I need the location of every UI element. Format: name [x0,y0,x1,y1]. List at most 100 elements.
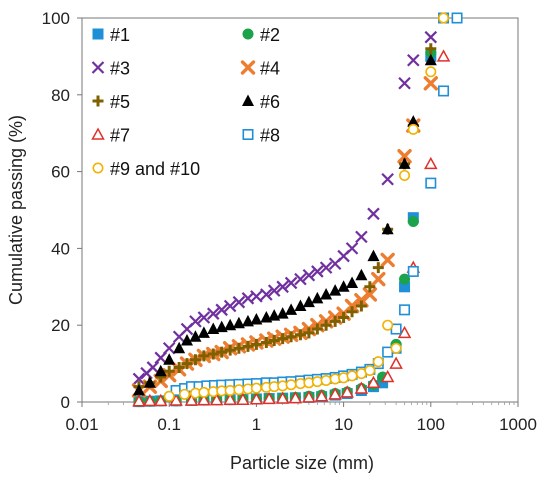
data-point [285,331,297,343]
data-point [275,391,290,404]
data-point [180,334,193,346]
legend-label: #4 [260,59,280,79]
data-point [216,346,228,358]
data-point [314,389,329,402]
data-point [355,300,367,312]
data-point [250,312,263,325]
data-point [337,280,350,292]
data-point [389,356,403,369]
legend-label: #2 [260,25,280,45]
data-point [367,249,380,262]
legend-label: #9 and #10 [110,159,200,179]
legend-item: #7 [91,126,130,146]
data-point [207,322,220,335]
data-point [366,375,381,389]
data-point [197,393,211,406]
data-point [424,30,438,44]
data-point [377,377,389,389]
legend-item: #9 and #10 [92,159,200,179]
data-point [294,299,307,311]
data-point [207,348,219,360]
data-point [371,271,386,287]
data-point [319,261,333,274]
data-point [223,299,237,313]
data-point [345,242,359,255]
data-point [294,272,307,286]
data-point [362,287,378,302]
data-point [189,354,201,366]
data-point [344,298,360,314]
data-point [288,391,303,404]
data-point [311,323,323,335]
data-point [163,365,175,377]
data-point [184,393,199,406]
legend-label: #3 [110,59,130,79]
data-point [311,376,323,388]
legend-item: #5 [92,92,130,112]
data-point [154,364,167,377]
data-point [320,287,333,300]
y-tick-label: 80 [51,86,70,105]
data-point [302,390,316,403]
data-point [320,374,332,386]
data-point [236,392,250,405]
data-point [424,53,437,66]
legend-item: #6 [242,92,280,112]
legend-label: #1 [110,25,130,45]
y-tick-label: 40 [51,239,70,258]
data-point [224,384,236,396]
data-point [364,365,376,377]
data-point [163,390,175,402]
legend-marker [92,28,104,40]
data-point [206,307,220,320]
data-point [346,276,359,288]
data-point [146,361,160,374]
data-point [355,230,368,244]
data-point [399,273,411,285]
data-point [250,382,262,394]
data-point [338,312,350,324]
legend-label: #5 [110,92,130,112]
data-point [302,269,316,282]
data-point [132,372,146,386]
legend-marker [240,60,256,75]
legend-label: #8 [260,126,280,146]
data-point [232,316,245,329]
data-point [189,315,202,328]
series-9 [163,12,450,402]
data-point [354,293,369,308]
data-point [382,319,394,331]
data-point [285,379,297,391]
data-point [311,291,324,304]
data-point [153,393,168,407]
data-point [189,330,202,342]
data-point [380,252,395,268]
data-point [260,336,272,348]
y-tick-label: 100 [42,9,70,28]
data-point [303,327,315,339]
legend-item: #4 [240,59,280,79]
data-point [250,290,263,303]
legend-marker [92,95,104,107]
x-tick-label: 100 [417,415,445,434]
data-point [407,265,419,277]
data-point [285,303,298,315]
y-tick-label: 0 [61,393,70,412]
data-point [294,329,306,341]
legend-marker [242,94,254,106]
data-point [390,342,402,354]
data-point [364,281,376,293]
data-point [163,353,176,365]
legend-marker [242,129,254,141]
data-point [132,383,145,396]
legend-item: #2 [242,25,280,45]
data-point [215,320,228,333]
data-point [224,344,236,356]
data-point [372,356,384,368]
data-point [346,370,358,382]
y-axis-label: Cumulative passing (%) [6,115,26,305]
data-point [223,392,237,405]
series-7 [132,49,451,407]
data-point [260,288,273,301]
x-axis-label: Particle size (mm) [230,453,374,473]
